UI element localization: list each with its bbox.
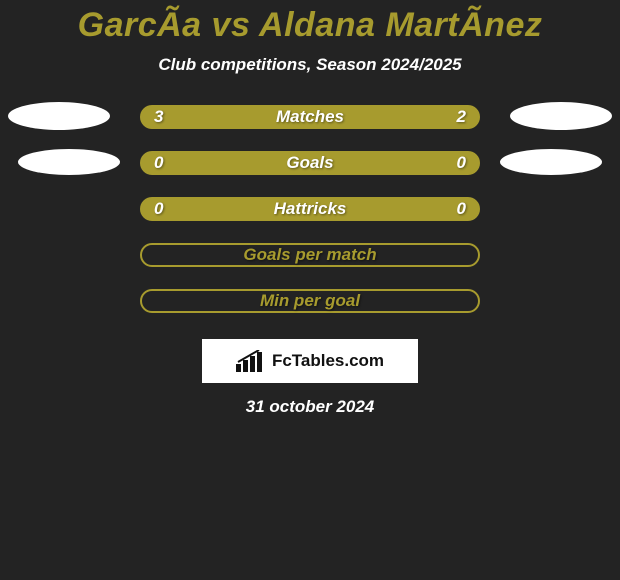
stat-right-value: 0 [457, 199, 466, 219]
stat-row: Min per goal [0, 287, 620, 333]
stat-rows: Matches 3 2 Goals 0 0 Hattricks 0 0 Goals per mat… [0, 103, 620, 333]
stat-left-value: 3 [154, 107, 163, 127]
comparison-card: GarcÃa vs Aldana MartÃnez Club competiti… [0, 0, 620, 580]
stat-pill: Goals per match [140, 243, 480, 267]
logo-icon [236, 350, 266, 372]
page-subtitle: Club competitions, Season 2024/2025 [0, 55, 620, 75]
stat-label: Goals [286, 153, 333, 173]
stat-pill: Matches 3 2 [140, 105, 480, 129]
stat-label: Hattricks [274, 199, 347, 219]
right-ellipse [510, 102, 612, 130]
stat-left-value: 0 [154, 199, 163, 219]
stat-row: Goals per match [0, 241, 620, 287]
stat-label: Matches [276, 107, 344, 127]
stat-label: Goals per match [243, 245, 376, 265]
date-text: 31 october 2024 [0, 397, 620, 417]
logo-text: FcTables.com [272, 351, 384, 371]
right-ellipse [500, 149, 602, 175]
stat-right-value: 0 [457, 153, 466, 173]
stat-right-value: 2 [457, 107, 466, 127]
stat-left-value: 0 [154, 153, 163, 173]
stat-pill: Hattricks 0 0 [140, 197, 480, 221]
stat-label: Min per goal [260, 291, 360, 311]
page-title: GarcÃa vs Aldana MartÃnez [0, 0, 620, 45]
left-ellipse [8, 102, 110, 130]
stat-pill: Goals 0 0 [140, 151, 480, 175]
stat-pill: Min per goal [140, 289, 480, 313]
stat-row: Goals 0 0 [0, 149, 620, 195]
stat-row: Matches 3 2 [0, 103, 620, 149]
left-ellipse [18, 149, 120, 175]
logo-box: FcTables.com [202, 339, 418, 383]
stat-row: Hattricks 0 0 [0, 195, 620, 241]
